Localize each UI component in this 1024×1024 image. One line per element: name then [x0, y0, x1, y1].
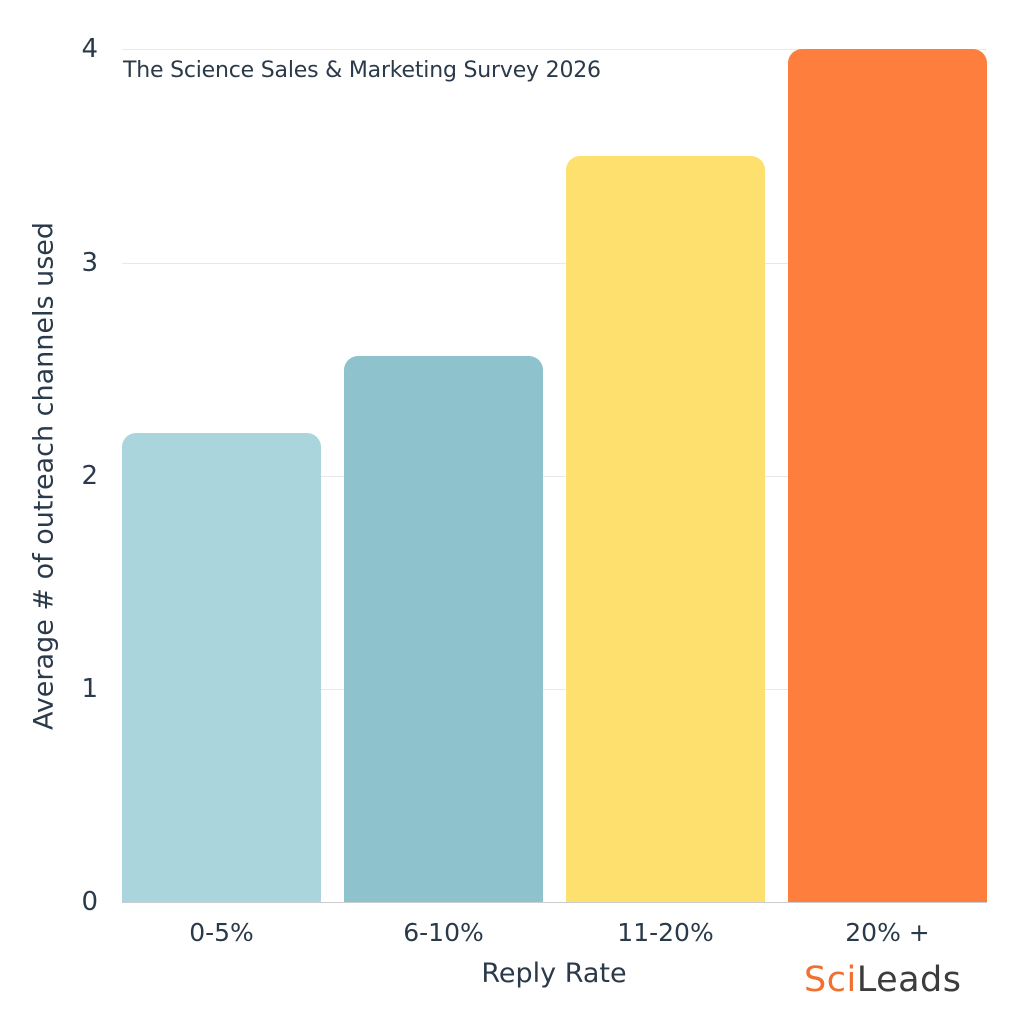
x-tick-0-5: 0-5% [189, 918, 254, 947]
bar-0-5 [122, 433, 321, 902]
y-tick-4: 4 [81, 34, 98, 64]
scileads-logo: SciLeads [804, 960, 962, 1000]
y-tick-2: 2 [81, 461, 98, 491]
gridline-1 [122, 689, 987, 690]
chart-title: The Science Sales & Marketing Survey 202… [123, 58, 601, 83]
gridline-3 [122, 263, 987, 264]
x-tick-11-20: 11-20% [617, 918, 714, 947]
x-tick-20-plus: 20% + [845, 918, 930, 947]
bar-11-20 [566, 156, 765, 902]
bar-6-10 [344, 356, 543, 902]
x-tick-6-10: 6-10% [403, 918, 484, 947]
logo-sci: Sci [804, 960, 857, 1000]
y-axis-label: Average # of outreach channels used [28, 221, 60, 731]
x-axis-line [122, 902, 987, 903]
bar-20-plus [788, 49, 987, 902]
gridline-4 [122, 49, 987, 50]
y-tick-1: 1 [81, 674, 98, 704]
y-tick-0: 0 [81, 887, 98, 917]
y-tick-3: 3 [81, 248, 98, 278]
gridline-2 [122, 476, 987, 477]
logo-leads: Leads [856, 960, 962, 1000]
x-axis-label: Reply Rate [481, 958, 627, 989]
